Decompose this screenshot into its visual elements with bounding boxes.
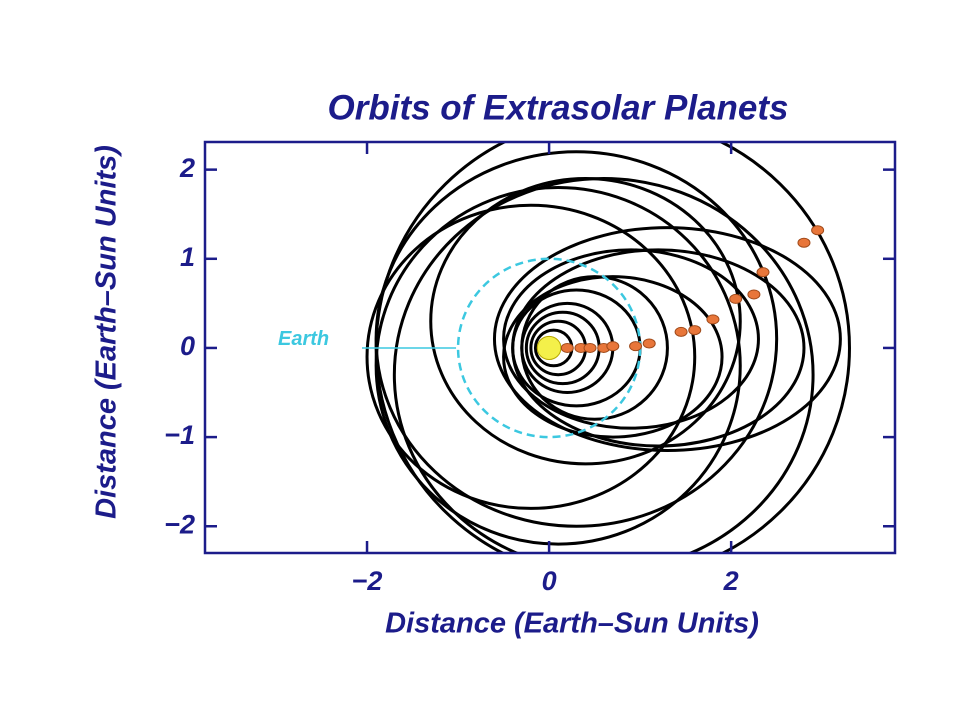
planet — [797, 237, 811, 248]
planet — [756, 267, 770, 278]
planet — [606, 341, 620, 352]
planet — [811, 225, 825, 236]
y-tick-label: 2 — [179, 153, 195, 183]
earth-label: Earth — [278, 328, 329, 350]
orbit — [502, 275, 724, 439]
sun — [536, 335, 562, 361]
planet — [674, 326, 688, 337]
orbit — [374, 185, 742, 546]
plot-area — [365, 142, 851, 553]
planet — [688, 325, 702, 336]
planet — [583, 342, 597, 353]
y-tick-label: 0 — [180, 331, 195, 361]
y-axis-label: Distance (Earth–Sun Units) — [91, 145, 123, 519]
orbit — [374, 150, 779, 528]
planet — [729, 293, 743, 304]
y-tick-label: −2 — [164, 509, 195, 539]
planet — [706, 314, 720, 325]
x-axis-label: Distance (Earth–Sun Units) — [385, 608, 759, 640]
chart-title: Orbits of Extrasolar Planets — [328, 88, 789, 127]
orbit — [502, 248, 760, 430]
y-tick-label: 1 — [180, 242, 195, 272]
planet — [747, 289, 761, 300]
orbit — [492, 226, 842, 452]
x-tick-label: −2 — [352, 566, 383, 596]
y-tick-label: −1 — [164, 420, 195, 450]
planet — [629, 341, 643, 352]
orbit — [365, 203, 697, 510]
planet — [560, 342, 574, 353]
planet — [642, 338, 656, 349]
x-tick-label: 0 — [542, 566, 557, 596]
orbit — [429, 177, 742, 466]
x-tick-label: 2 — [723, 566, 739, 596]
